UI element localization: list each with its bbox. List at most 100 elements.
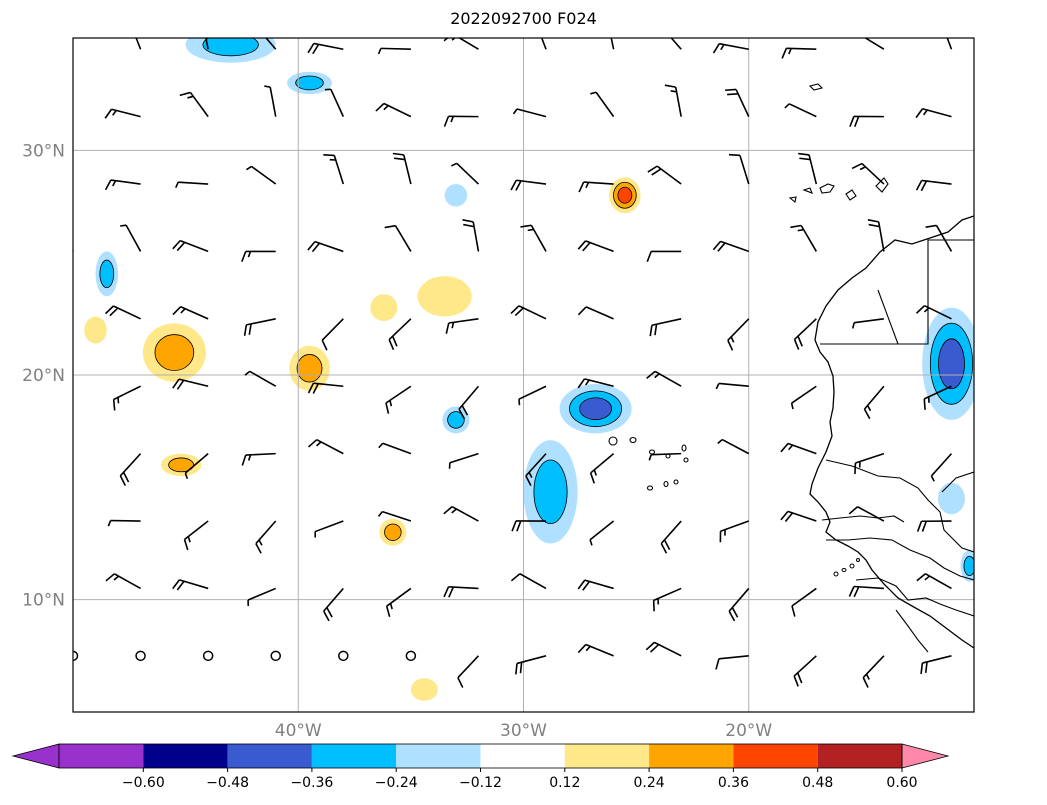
barb-flag [43, 37, 52, 44]
barb-shaft [585, 306, 614, 320]
barb-flag [184, 472, 189, 480]
wind-barb [854, 452, 885, 475]
barb-flag [445, 322, 450, 334]
wind-barb-layer [43, 34, 953, 688]
contour-core [216, 39, 245, 51]
wind-barb [377, 510, 412, 522]
wind-barb [73, 386, 74, 388]
barb-flag [307, 382, 315, 394]
colorbar-segment [480, 744, 565, 768]
barb-flag [796, 672, 803, 684]
wind-barb [660, 520, 682, 554]
barb-flag [727, 340, 734, 351]
wind-barb [512, 108, 547, 118]
barb-shaft [382, 442, 412, 455]
negative-anomaly [95, 251, 119, 297]
barb-flag [172, 579, 181, 590]
barb-shaft [583, 181, 614, 185]
barb-shaft [386, 587, 412, 607]
barb-shaft [935, 225, 953, 252]
barb-flag [384, 224, 396, 229]
lat-label: 30°N [22, 141, 65, 161]
barb-shaft [179, 239, 209, 253]
barb-flag [854, 34, 859, 38]
barb-flag [797, 228, 804, 232]
contour-core [945, 491, 958, 506]
barb-flag [180, 308, 186, 314]
barb-shaft [727, 318, 750, 341]
barb-shaft [516, 655, 547, 665]
barb-flag [916, 520, 923, 532]
barb-shaft [519, 573, 547, 590]
barb-shaft [720, 520, 750, 532]
barb-shaft [73, 48, 74, 50]
wind-barb [923, 385, 952, 410]
contour-core [174, 461, 188, 469]
barb-flag [924, 661, 928, 673]
barb-shaft [787, 442, 817, 455]
barb-flag [183, 539, 189, 551]
barb-flag [107, 520, 112, 527]
barb-flag [922, 109, 928, 116]
wind-barb [577, 378, 614, 389]
barb-shaft [380, 47, 411, 51]
wind-barb [791, 587, 817, 617]
wind-barb [798, 152, 818, 185]
barb-shaft [590, 453, 615, 474]
barb-shaft [255, 520, 277, 545]
wind-barb [384, 224, 412, 252]
colorbar-tick-label: −0.24 [375, 775, 418, 791]
wind-barb [511, 520, 547, 532]
barb-flag [851, 322, 855, 329]
wind-barb [135, 650, 146, 662]
negative-anomaly [286, 71, 333, 95]
barb-shaft [330, 89, 345, 117]
barb-shaft [719, 42, 749, 51]
barb-flag [383, 105, 389, 111]
contour-core [103, 266, 111, 281]
barb-flag [392, 152, 404, 156]
wind-barb [172, 239, 209, 253]
country-border-5 [826, 537, 974, 581]
wind-barb [930, 453, 953, 482]
map-frame [72, 37, 975, 713]
barb-flag [798, 152, 810, 156]
barb-flag [851, 162, 863, 170]
colorbar-tick-label: 0.60 [886, 775, 917, 791]
barb-flag [389, 603, 393, 610]
barb-shaft [178, 181, 209, 185]
wind-barb [920, 655, 952, 675]
wind-barb [510, 573, 547, 590]
wind-barb [793, 655, 817, 687]
barb-flag [112, 180, 117, 187]
barb-flag [105, 573, 115, 582]
colorbar-segment [733, 744, 818, 768]
barb-flag [176, 580, 185, 591]
barb-shaft [382, 510, 412, 522]
map-title: 2022092700 F024 [450, 9, 597, 28]
barb-flag [176, 379, 185, 390]
barb-flag [582, 580, 591, 591]
barb-shaft [316, 438, 344, 455]
barb-flag [525, 475, 532, 487]
lat-label: 20°N [22, 366, 65, 386]
barb-flag [652, 600, 655, 612]
africa-coastline [809, 215, 974, 649]
barb-flag [715, 383, 720, 390]
contour-core [303, 361, 316, 376]
wind-barb [405, 650, 417, 662]
wind-barb [717, 438, 750, 455]
barb-shaft [313, 42, 344, 51]
wind-barb [270, 650, 281, 662]
barb-flag [120, 224, 127, 227]
barb-flag [585, 182, 590, 189]
wind-barb [120, 224, 142, 252]
barb-shaft [113, 305, 141, 320]
country-border-3 [825, 459, 974, 553]
barb-flag [650, 643, 660, 653]
wind-barb [916, 573, 952, 590]
barb-flag [448, 586, 455, 598]
wind-barb [245, 165, 277, 185]
barb-flag [458, 408, 466, 420]
wind-barb [946, 38, 953, 50]
